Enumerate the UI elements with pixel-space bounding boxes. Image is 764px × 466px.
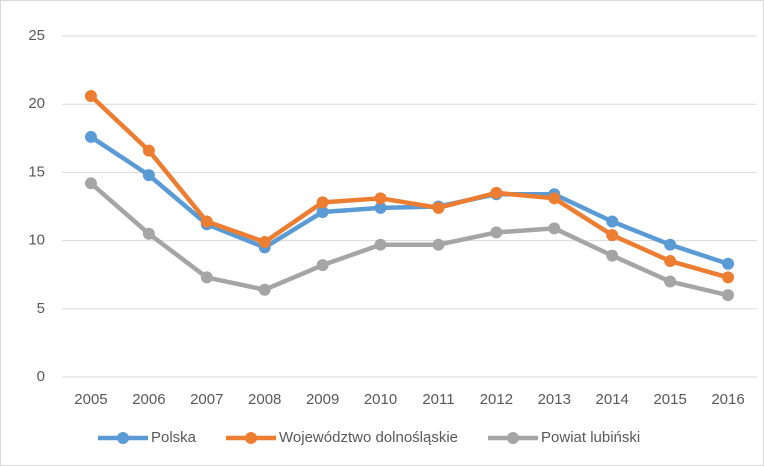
x-tick-label: 2014 xyxy=(596,391,629,408)
data-point xyxy=(664,255,677,268)
x-tick-label: 2011 xyxy=(422,391,454,408)
data-point xyxy=(664,275,677,288)
data-point xyxy=(84,130,97,143)
legend-label: Polska xyxy=(151,429,197,446)
data-point xyxy=(142,169,155,182)
data-point xyxy=(374,238,387,251)
y-tick-label: 0 xyxy=(37,368,45,385)
legend-marker xyxy=(245,432,258,444)
data-point xyxy=(200,215,213,228)
data-point xyxy=(84,177,97,190)
x-tick-label: 2006 xyxy=(132,391,165,408)
data-point xyxy=(606,249,619,262)
data-point xyxy=(258,283,271,296)
data-point xyxy=(606,215,619,228)
x-tick-label: 2013 xyxy=(538,391,571,408)
x-tick-label: 2009 xyxy=(306,391,339,408)
data-point xyxy=(316,259,329,272)
data-point xyxy=(722,271,735,284)
y-tick-label: 5 xyxy=(37,300,45,317)
legend-label: Województwo dolnośląskie xyxy=(279,429,458,446)
x-tick-label: 2010 xyxy=(364,391,397,408)
y-tick-label: 15 xyxy=(28,163,45,180)
data-point xyxy=(258,235,271,248)
data-point xyxy=(142,227,155,240)
data-point xyxy=(432,201,445,214)
legend-marker xyxy=(117,432,129,444)
data-point xyxy=(374,192,387,205)
x-tick-label: 2005 xyxy=(74,391,107,408)
data-point xyxy=(316,196,329,209)
x-tick-label: 2016 xyxy=(711,391,744,408)
data-point xyxy=(374,201,387,214)
y-tick-label: 25 xyxy=(28,27,45,44)
data-point xyxy=(432,238,445,251)
data-point xyxy=(722,257,735,270)
data-point xyxy=(316,205,329,218)
legend-marker xyxy=(507,432,520,444)
series-line xyxy=(88,93,731,280)
legend-label: Powiat lubiński xyxy=(541,429,640,446)
y-tick-label: 20 xyxy=(28,95,45,112)
y-tick-label: 10 xyxy=(28,232,45,249)
series-line xyxy=(88,181,731,298)
data-point xyxy=(142,144,155,157)
data-point xyxy=(606,229,619,242)
data-point xyxy=(722,289,735,302)
data-point xyxy=(548,222,561,235)
x-tick-label: 2015 xyxy=(653,391,686,408)
data-point xyxy=(200,271,213,284)
data-point xyxy=(490,226,503,239)
series-line xyxy=(88,134,731,267)
data-point xyxy=(490,186,503,199)
x-tick-label: 2007 xyxy=(190,391,223,408)
data-point xyxy=(664,238,677,251)
data-point xyxy=(84,90,97,103)
x-tick-label: 2012 xyxy=(480,391,513,408)
x-tick-label: 2008 xyxy=(248,391,281,408)
data-point xyxy=(548,192,561,205)
